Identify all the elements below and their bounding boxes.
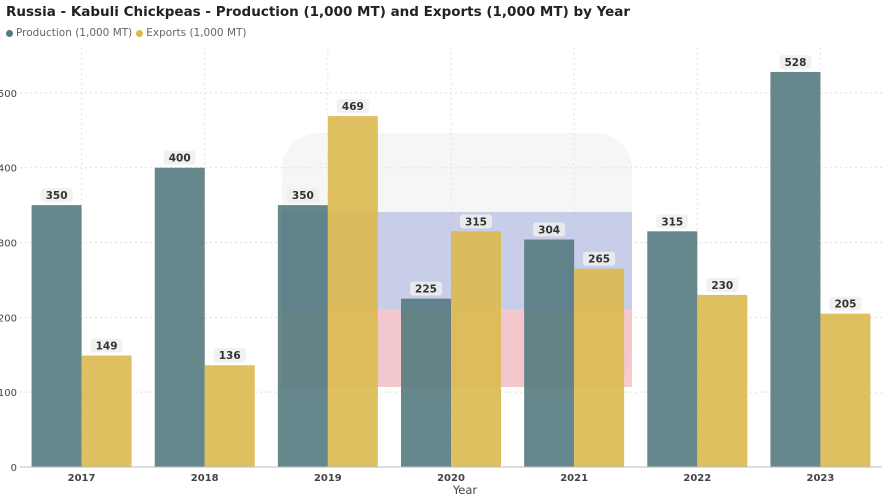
legend: Production (1,000 MT) Exports (1,000 MT)	[6, 27, 251, 39]
data-label-exports-2022: 230	[711, 280, 733, 292]
data-label-bg	[583, 251, 616, 266]
y-tick-label: 300	[0, 239, 17, 250]
y-tick-label: 400	[0, 164, 17, 175]
data-label-bg	[336, 99, 369, 114]
data-label-exports-2018: 136	[219, 350, 241, 362]
data-label-production-2017: 350	[46, 190, 68, 202]
x-tick-label: 2018	[191, 473, 219, 484]
bar-exports-2018[interactable]	[204, 365, 255, 467]
axis-layer: 0 100 200 300 400 500 2017 2018 2019 2020 2021 2022…	[0, 89, 882, 497]
y-tick-label: 100	[0, 388, 17, 399]
x-axis-title: Year	[452, 483, 478, 497]
data-label-bg	[90, 338, 123, 353]
data-label-bg	[286, 188, 319, 203]
bar-production-2019[interactable]	[277, 205, 328, 467]
data-label-bg	[163, 150, 196, 165]
data-label-bg	[706, 277, 739, 292]
x-tick-label: 2021	[560, 473, 588, 484]
data-label-exports-2023: 205	[834, 299, 856, 311]
data-label-bg	[40, 188, 73, 203]
legend-label-production: Production (1,000 MT)	[16, 27, 133, 39]
bar-exports-2017[interactable]	[81, 355, 132, 467]
legend-label-exports: Exports (1,000 MT)	[146, 27, 247, 39]
data-label-production-2021: 304	[538, 225, 560, 237]
data-label-production-2019: 350	[292, 190, 314, 202]
legend-item-exports[interactable]: Exports (1,000 MT)	[136, 27, 247, 39]
legend-swatch-exports	[136, 29, 144, 37]
data-label-exports-2017: 149	[96, 341, 118, 353]
x-tick-label: 2020	[437, 473, 465, 484]
x-tick-label: 2017	[68, 473, 96, 484]
data-label-production-2020: 225	[415, 284, 437, 296]
data-label-exports-2021: 265	[588, 254, 610, 266]
bar-production-2021[interactable]	[524, 239, 575, 467]
bar-production-2018[interactable]	[154, 167, 205, 467]
data-label-exports-2020: 315	[465, 216, 487, 228]
data-label-production-2023: 528	[784, 57, 806, 69]
y-tick-label: 500	[0, 89, 17, 100]
data-label-exports-2019: 469	[342, 101, 364, 113]
bar-production-2022[interactable]	[647, 231, 698, 467]
y-tick-label: 0	[11, 463, 17, 474]
data-label-bg	[779, 54, 812, 69]
data-label-bg	[656, 214, 689, 229]
bar-production-2023[interactable]	[770, 71, 821, 467]
data-label-bg	[829, 296, 862, 311]
bar-exports-2022[interactable]	[697, 294, 748, 467]
bar-exports-2023[interactable]	[820, 313, 871, 467]
x-tick-label: 2023	[807, 473, 835, 484]
bar-exports-2019[interactable]	[327, 116, 378, 468]
bars-layer	[31, 71, 871, 468]
chart-title: Russia - Kabuli Chickpeas - Production (…	[6, 4, 631, 20]
bar-exports-2020[interactable]	[451, 231, 501, 467]
data-label-bg	[213, 348, 246, 363]
data-label-production-2022: 315	[661, 216, 683, 228]
data-label-bg	[533, 222, 566, 237]
y-tick-label: 200	[0, 313, 17, 324]
data-label-bg	[410, 281, 442, 296]
bar-exports-2021[interactable]	[574, 268, 625, 467]
data-label-production-2018: 400	[169, 153, 191, 165]
data-label-bg	[460, 214, 492, 229]
legend-item-production[interactable]: Production (1,000 MT)	[6, 27, 132, 39]
bar-production-2020[interactable]	[401, 298, 451, 467]
bar-production-2017[interactable]	[31, 205, 82, 467]
x-tick-label: 2022	[683, 473, 711, 484]
x-tick-label: 2019	[314, 473, 342, 484]
labels-layer: 350 149 400 136 350 469 225 315 304 265 315 230 528 2…	[40, 54, 862, 363]
legend-swatch-production	[6, 29, 13, 37]
